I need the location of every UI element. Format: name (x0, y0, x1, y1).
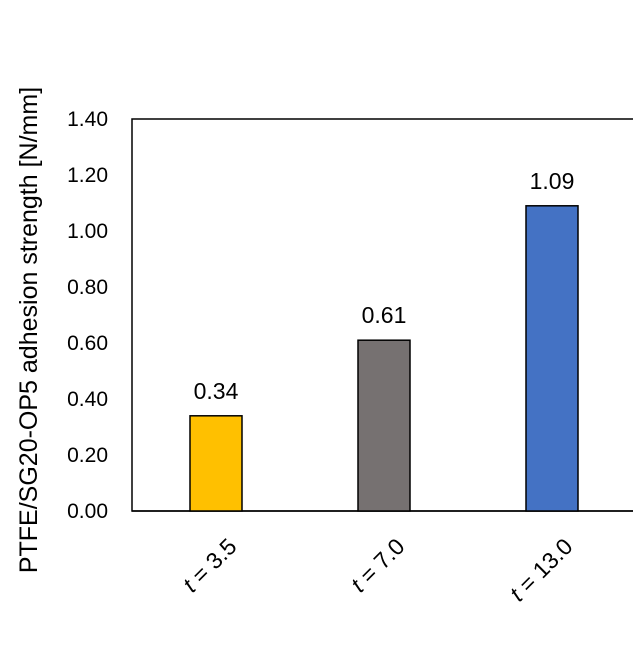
data-label: 0.34 (194, 378, 239, 404)
y-axis-label: PTFE/SG20-OP5 adhesion strength [N/mm] (15, 87, 43, 573)
y-tick-label: 1.40 (67, 108, 108, 131)
y-tick-label: 0.80 (67, 276, 108, 299)
data-label: 0.61 (362, 302, 407, 328)
x-tick-label: t = 7.0 (345, 533, 409, 597)
bar (357, 339, 411, 512)
y-tick-label: 1.00 (67, 220, 108, 243)
y-tick-label: 1.20 (67, 164, 108, 187)
y-tick-label: 0.60 (67, 332, 108, 355)
y-tick-label: 0.20 (67, 444, 108, 467)
y-tick-label: 0.40 (67, 388, 108, 411)
bar (189, 415, 243, 512)
y-tick-label: 0.00 (67, 500, 108, 523)
x-tick-label: t = 3.5 (177, 533, 241, 597)
bar (525, 205, 579, 512)
data-label: 1.09 (530, 168, 575, 194)
x-tick-label: t = 13.0 (504, 533, 577, 606)
plot-area: 0.00 0.20 0.40 0.60 0.80 1.00 1.20 1.40 0.34 0.61… (67, 108, 633, 606)
